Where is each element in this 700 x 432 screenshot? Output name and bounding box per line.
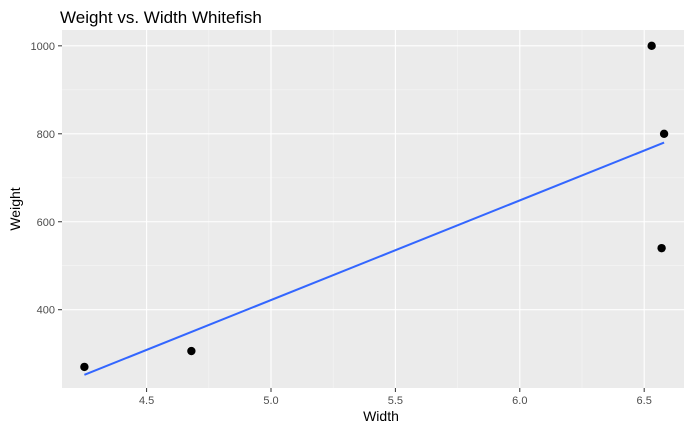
x-tick-label: 6.0 — [512, 395, 527, 407]
y-tick-label: 400 — [37, 305, 55, 317]
y-tick-label: 600 — [37, 217, 55, 229]
y-axis: 400 600 800 1000 — [31, 41, 62, 317]
data-points — [80, 41, 669, 372]
y-tick-label: 1000 — [31, 41, 55, 53]
plot-panel — [62, 30, 684, 388]
major-gridlines — [62, 30, 684, 388]
y-axis-title: Weight — [7, 187, 23, 230]
chart-title: Weight vs. Width Whitefish — [60, 8, 262, 27]
data-point — [187, 346, 196, 356]
x-tick-label: 6.5 — [637, 395, 652, 407]
data-point — [659, 129, 669, 138]
trend-line — [84, 141, 665, 376]
data-point — [647, 41, 656, 51]
trend-line-layer — [84, 141, 665, 376]
x-tick-label: 5.0 — [263, 395, 278, 407]
x-tick-label: 4.5 — [139, 395, 154, 407]
data-point — [657, 243, 666, 253]
x-axis: 4.5 5.0 5.5 6.0 6.5 — [139, 388, 652, 407]
x-tick-label: 5.5 — [388, 395, 403, 407]
data-point — [80, 362, 89, 372]
y-tick-label: 800 — [37, 129, 55, 141]
x-axis-title: Width — [363, 408, 399, 424]
minor-gridlines — [62, 30, 684, 388]
